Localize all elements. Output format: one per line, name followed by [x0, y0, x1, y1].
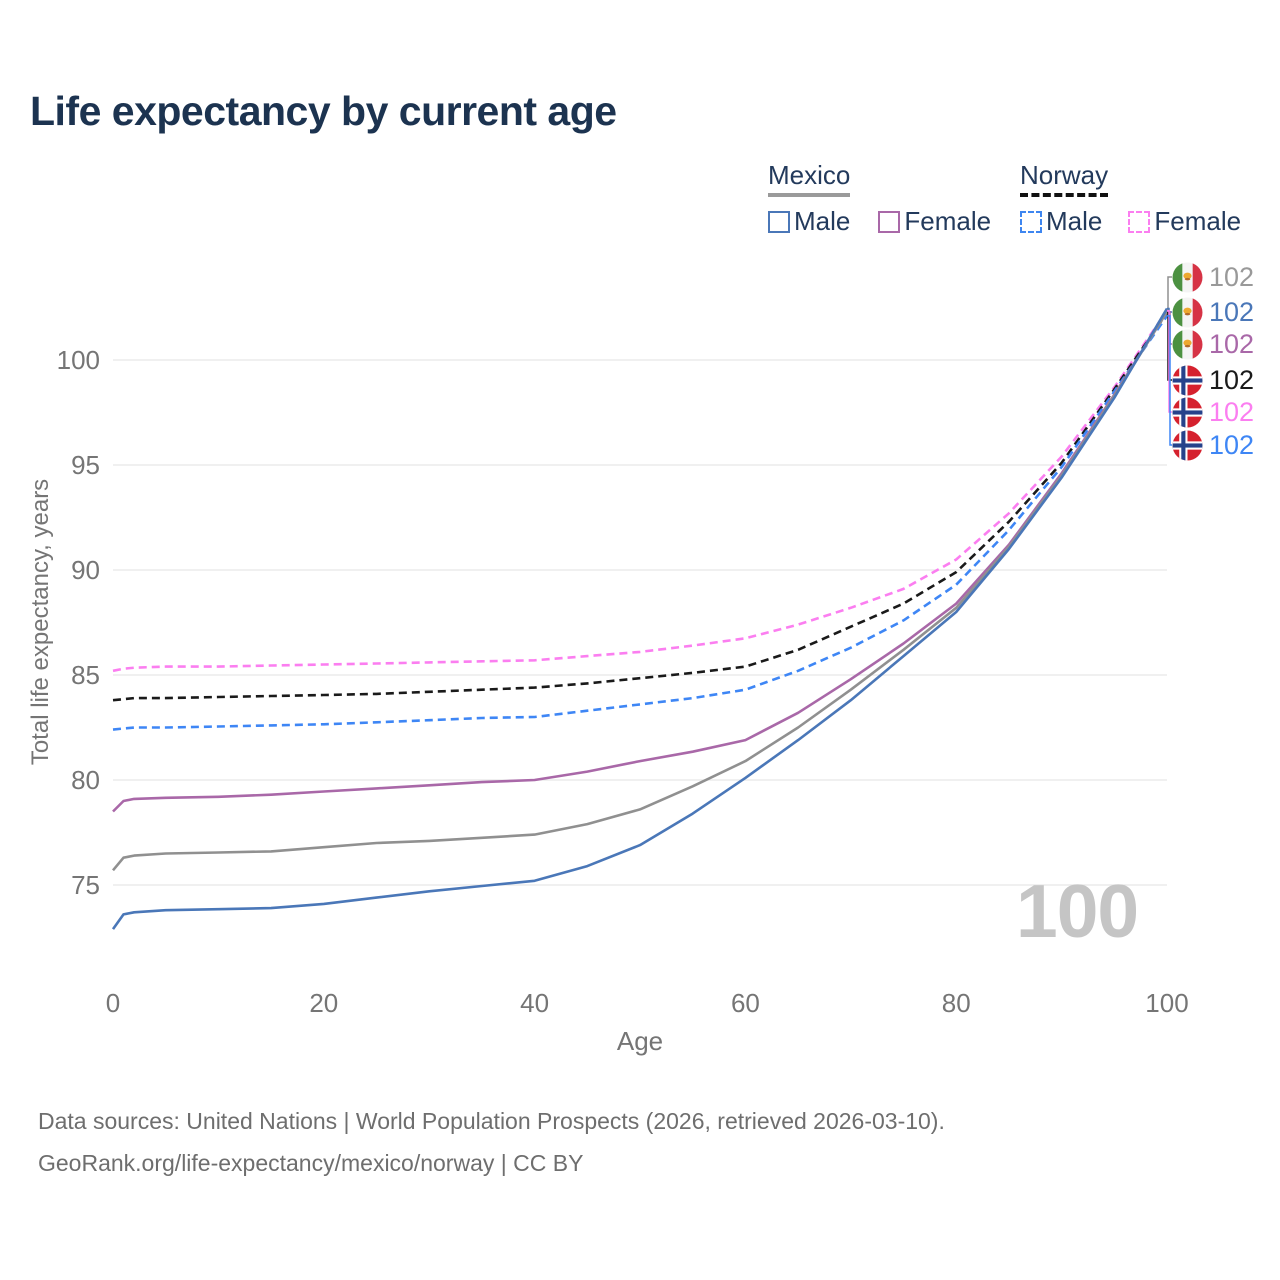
line-mx_both [112, 311, 1169, 872]
y-tick-90: 90 [71, 555, 100, 585]
legend-item-norway-male[interactable]: Male [1020, 206, 1102, 237]
norway-flag-icon [1172, 430, 1203, 460]
legend-item-mexico-male[interactable]: Male [768, 206, 850, 237]
data-sources-line: Data sources: United Nations | World Pop… [38, 1108, 945, 1134]
mexico-flag-icon [1172, 297, 1203, 327]
norway-flag-icon [1172, 397, 1203, 427]
line-no_male [112, 315, 1169, 731]
end-value-mexico-female: 102 [1209, 328, 1255, 359]
norway-male-swatch-icon [1020, 210, 1042, 233]
x-tick-100: 100 [1145, 988, 1188, 1018]
x-tick-0: 0 [106, 988, 120, 1018]
y-tick-75: 75 [71, 870, 100, 900]
y-tick-85: 85 [71, 660, 100, 690]
end-value-mexico-both: 102 [1209, 261, 1255, 292]
legend-row-mexico: Male Female [768, 206, 991, 237]
x-tick-80: 80 [942, 988, 971, 1018]
norway-flag-icon [1172, 365, 1203, 395]
mexico-male-swatch-icon [768, 210, 790, 233]
legend-group-norway: Norway [1020, 160, 1109, 197]
line-no_female [112, 309, 1169, 673]
x-tick-20: 20 [309, 988, 338, 1018]
age-watermark: 100 [1016, 869, 1139, 953]
legend-mexico-label: Mexico [768, 160, 851, 197]
end-label-norway-both: 102 [1172, 363, 1254, 397]
legend-mexico-female-label: Female [904, 206, 992, 236]
mexico-flag-icon [1172, 262, 1203, 292]
end-value-norway-male: 102 [1209, 429, 1255, 460]
line-no_both [112, 312, 1169, 702]
attribution-line: GeoRank.org/life-expectancy/mexico/norwa… [38, 1150, 584, 1176]
end-label-norway-female: 102 [1172, 395, 1254, 429]
y-tick-100: 100 [57, 345, 100, 375]
line-mx_female [112, 311, 1169, 813]
y-tick-95: 95 [71, 450, 100, 480]
end-label-mexico-both: 102 [1172, 260, 1254, 294]
line-mx_male [111, 307, 1169, 930]
end-label-mexico-female: 102 [1172, 327, 1254, 361]
end-value-norway-both: 102 [1209, 364, 1255, 395]
leader-line-no_male [1167, 315, 1172, 446]
legend-mexico-male-label: Male [794, 206, 851, 236]
x-tick-60: 60 [731, 988, 760, 1018]
chart-title: Life expectancy by current age [30, 88, 617, 134]
end-label-mexico-male: 102 [1172, 295, 1254, 329]
legend-group-mexico: Mexico [768, 160, 851, 197]
legend-norway-female-label: Female [1154, 206, 1242, 236]
legend-norway-male-label: Male [1046, 206, 1103, 236]
y-axis-title: Total life expectancy, years [27, 479, 54, 765]
norway-female-swatch-icon [1128, 210, 1151, 233]
end-value-mexico-male: 102 [1209, 296, 1255, 327]
mexico-flag-icon [1172, 329, 1203, 359]
end-label-norway-male: 102 [1172, 428, 1254, 462]
legend-norway-label: Norway [1020, 160, 1109, 197]
x-tick-40: 40 [520, 988, 549, 1018]
y-tick-80: 80 [71, 765, 100, 795]
legend-item-mexico-female[interactable]: Female [878, 206, 991, 237]
end-value-norway-female: 102 [1209, 396, 1255, 427]
mexico-female-swatch-icon [878, 210, 901, 233]
legend-item-norway-female[interactable]: Female [1128, 206, 1241, 237]
x-axis-title: Age [617, 1026, 663, 1056]
legend-row-norway: Male Female [1020, 206, 1241, 237]
